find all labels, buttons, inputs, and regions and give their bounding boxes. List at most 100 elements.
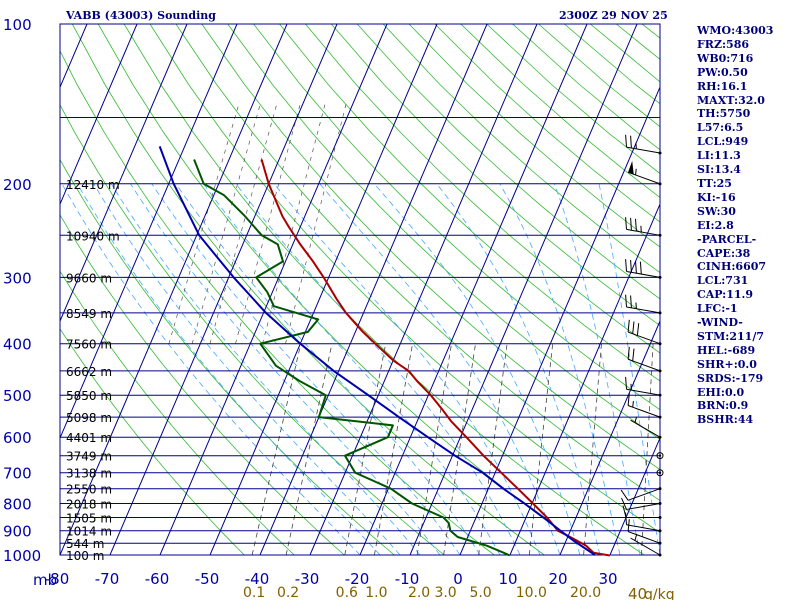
isotherm [60,24,238,440]
mixing-ratio-line [285,343,333,555]
mixing-ratio-label: 20.0 [570,585,601,600]
pressure-unit-label: mb [33,571,57,589]
barb-dot [658,435,662,439]
temperature-tick-label: -60 [145,570,170,588]
isotherm [609,436,660,555]
temperature-tick-label: -30 [295,570,320,588]
height-label: 4401 m [66,431,112,445]
barb-half-flag [635,302,637,309]
barb-flag [625,294,627,308]
pressure-tick-label: 700 [3,465,32,483]
isotherm [459,85,660,555]
station-title: VABB (43003) Sounding [66,9,216,22]
index-item: SI:13.4 [697,163,741,177]
height-label: 6662 m [66,365,112,379]
isotherm [60,24,188,323]
barb-flag [632,321,635,334]
index-item: KI:-16 [697,190,736,204]
calm-circle [656,469,664,477]
mixing-ratio-line [168,101,240,344]
wind-barb [621,497,662,510]
index-item: TH:5750 [697,107,751,121]
mixing-ratio-label: 2.0 [408,585,430,600]
isotherm [559,319,660,555]
index-item: SW:30 [697,204,736,218]
barb-staff [626,306,661,314]
indices-panel: WMO:43003 FRZ:586 WB0:716 PW:0.50 RH:16.1 MAX… [697,24,773,427]
index-item: -PARCEL- [697,232,757,246]
mixing-ratio-label: 0.1 [243,585,265,600]
mixing-ratio-label: 3.0 [434,585,456,600]
moist-adiabat [598,183,660,555]
barb-staff [627,405,661,418]
height-label: 544 m [66,537,104,551]
index-item: BSHR:44 [697,413,754,427]
pressure-tick-label: 100 [3,16,32,34]
pressure-tick-label: 400 [3,336,32,354]
barb-flag [632,348,635,361]
pressure-tick-label: 300 [3,269,32,287]
temperature-end-label: 40 [628,585,647,600]
isotherm [209,24,438,555]
barb-staff [626,228,661,236]
calm-dot [658,454,662,457]
wind-barb [627,319,662,346]
index-item: SRDS:-179 [697,371,764,385]
wind-barb [622,505,662,520]
isotherm [259,24,488,555]
barb-half-flag [634,534,638,541]
wind-barb [625,376,662,397]
barb-staff [626,503,661,510]
isotherm [359,24,588,555]
mixing-ratio-line [191,101,262,344]
index-item: WMO:43003 [697,24,774,37]
barb-dot [658,311,662,315]
height-label: 1014 m [66,525,112,539]
series-layer [158,146,610,557]
wind-barb [625,217,662,237]
barb-half-flag [634,416,638,423]
pressure-tick-label: 500 [3,387,32,405]
wind-barb [656,469,664,477]
barb-dot [658,275,662,279]
height-label: 3138 m [66,467,112,481]
barb-staff [627,358,661,372]
plot-frame [59,23,661,556]
parcel-line [158,146,596,556]
mixing-ratio-line [251,343,302,555]
mixing-ratio-line [235,101,302,344]
barb-flag [625,376,627,390]
wind-barb [625,294,662,315]
wind-barb [656,452,664,460]
barb-staff [626,146,661,154]
temperature-tick-label: -70 [95,570,120,588]
barb-flag [636,323,640,336]
wind-barb [630,534,662,557]
index-item: LCL:949 [697,135,749,149]
barb-staff [626,388,661,396]
index-item: MAXT:32.0 [697,93,765,107]
barb-flag [630,295,632,308]
calm-dot [658,471,662,474]
barb-staff [627,531,661,544]
barb-dot [658,182,662,186]
index-item: LFC:-1 [697,302,738,316]
pressure-tick-label: 200 [3,176,32,194]
isotherm [60,24,138,206]
mixing-ratio-label: 1.0 [365,585,387,600]
barb-pennant [628,160,634,175]
index-item: BRN:0.9 [697,399,749,413]
height-label: 10940 m [66,229,120,243]
mixing-ratio-label: 5.0 [469,585,491,600]
index-item: STM:211/7 [697,329,764,343]
index-item: CINH:6607 [697,260,767,274]
moist-adiabat [110,183,421,555]
wind-barb [625,134,662,155]
isotherm [159,24,388,555]
calm-circle [656,452,664,460]
barb-staff [626,270,661,278]
isotherm [309,24,538,555]
barb-flag [630,217,632,231]
height-label: 2550 m [66,483,112,497]
